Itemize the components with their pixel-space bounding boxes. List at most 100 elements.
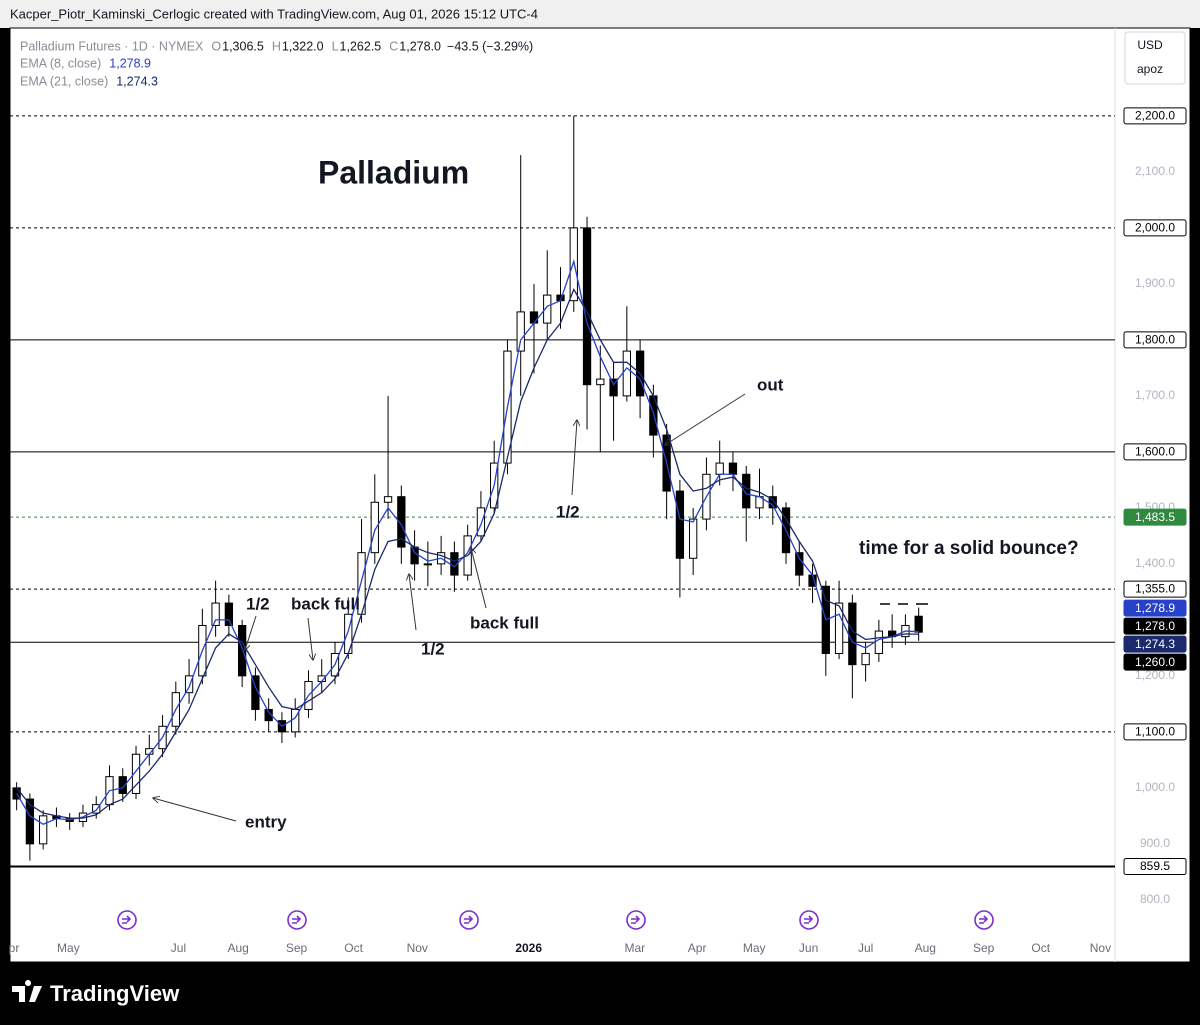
annotation: back full (291, 594, 360, 613)
arrow (665, 393, 746, 445)
price-label-box (1123, 635, 1187, 653)
brand-logo (12, 980, 42, 1002)
x-tick-label: May (743, 941, 766, 955)
price-label: 1,600.0 (1135, 445, 1175, 459)
candle-body (370, 501, 379, 554)
x-tick-label: Oct (1031, 941, 1050, 955)
candle-body (609, 378, 618, 397)
legend-text: 1,278.9 (109, 56, 151, 70)
x-tick-label: Jul (858, 941, 873, 955)
candle-body (118, 776, 127, 794)
currency[interactable]: USD (1137, 38, 1163, 52)
candle-body (795, 552, 804, 576)
candle-body (529, 311, 539, 324)
price-label-box (1123, 858, 1187, 876)
price-label-box (1123, 107, 1187, 125)
x-tick-label: 2026 (515, 941, 542, 955)
candle-body (476, 507, 486, 537)
candle-body (383, 496, 393, 503)
candle-body (914, 615, 923, 633)
price-label: 2,000.0 (1135, 221, 1175, 235)
header-bar (0, 0, 1200, 28)
candle-body (423, 563, 433, 566)
price-label-box (1123, 580, 1187, 598)
candle-body (211, 602, 220, 626)
arrow (307, 617, 313, 660)
event-icon[interactable] (459, 910, 479, 930)
ema-line (16, 259, 919, 825)
x-tick-label: Nov (1090, 941, 1111, 955)
chart-panel (9, 27, 1191, 963)
x-tick-label: Sep (973, 941, 995, 955)
annotation: 1/2 (556, 502, 580, 521)
x-tick-label: May (57, 941, 80, 955)
x-tick-label: Mar (624, 941, 645, 955)
annotation: out (757, 375, 784, 394)
candle-body (742, 473, 751, 509)
event-icon[interactable] (626, 910, 646, 930)
event-icon[interactable] (287, 910, 307, 930)
y-tick-label: 800.0 (1140, 892, 1170, 906)
legend-text: Palladium Futures · 1D · NYMEX (20, 39, 204, 53)
candle-body (543, 294, 552, 324)
scale-mode[interactable]: apoz (1137, 62, 1163, 76)
candle-body (848, 602, 857, 666)
price-label: 1,260.0 (1135, 655, 1175, 669)
legend-text: 1,278.0 (399, 39, 441, 53)
candle-body (874, 630, 884, 654)
arrow (153, 798, 237, 822)
price-label: 1,483.5 (1135, 510, 1175, 524)
annotation: 1/2 (421, 639, 445, 658)
candle-body (237, 624, 247, 677)
x-tick-label: Nov (407, 941, 428, 955)
event-icon[interactable] (974, 910, 994, 930)
price-label-box (1123, 723, 1187, 741)
candle-body (728, 462, 738, 475)
arrow (571, 420, 577, 496)
price-label-box (1123, 653, 1187, 671)
footer-bar (0, 962, 1200, 1025)
event-icon[interactable] (799, 910, 819, 930)
annotation: time for a solid bounce? (859, 538, 1079, 559)
x-tick-label: Apr (688, 941, 707, 955)
event-icons (117, 910, 994, 930)
price-label: 1,278.9 (1135, 601, 1175, 615)
x-tick-label: Aug (227, 941, 248, 955)
y-tick-label: 1,000.0 (1135, 780, 1175, 794)
candle-body (224, 602, 234, 626)
candle-body (622, 350, 631, 397)
annotation: entry (245, 812, 287, 831)
price-label-box (1123, 219, 1187, 237)
candle-body (582, 227, 592, 386)
legend-text: H (272, 39, 281, 53)
arrows (153, 393, 928, 822)
scale-box[interactable] (1124, 31, 1186, 85)
y-tick-label: 1,900.0 (1135, 276, 1175, 290)
event-icon[interactable] (117, 910, 137, 930)
arrow (409, 574, 417, 631)
legend-text: 1,322.0 (282, 39, 324, 53)
x-tick-label: Oct (344, 941, 363, 955)
price-label: 1,800.0 (1135, 333, 1175, 347)
y-tick-label: 900.0 (1140, 836, 1170, 850)
x-tick-label: Jun (799, 941, 818, 955)
brand-name: TradingView (50, 981, 180, 1006)
legend-text: O (211, 39, 221, 53)
price-label: 1,355.0 (1135, 582, 1175, 596)
candle-body (39, 815, 48, 845)
legend-text: −43.5 (−3.29%) (447, 39, 533, 53)
price-label: 1,274.3 (1135, 637, 1175, 651)
legend-text: 1,274.3 (116, 74, 158, 88)
legend: Palladium Futures · 1D · NYMEX O 1,306.5 H 1… (20, 39, 533, 88)
annotation: back full (470, 613, 539, 632)
price-label: 859.5 (1140, 859, 1170, 873)
candle-body (834, 602, 844, 654)
candle-body (689, 518, 698, 559)
y-tick-label: 1,700.0 (1135, 388, 1175, 402)
candle-body (410, 546, 419, 565)
x-tick-label: Sep (286, 941, 308, 955)
y-tick-label: 2,100.0 (1135, 164, 1175, 178)
chart-title: Palladium (318, 154, 469, 190)
